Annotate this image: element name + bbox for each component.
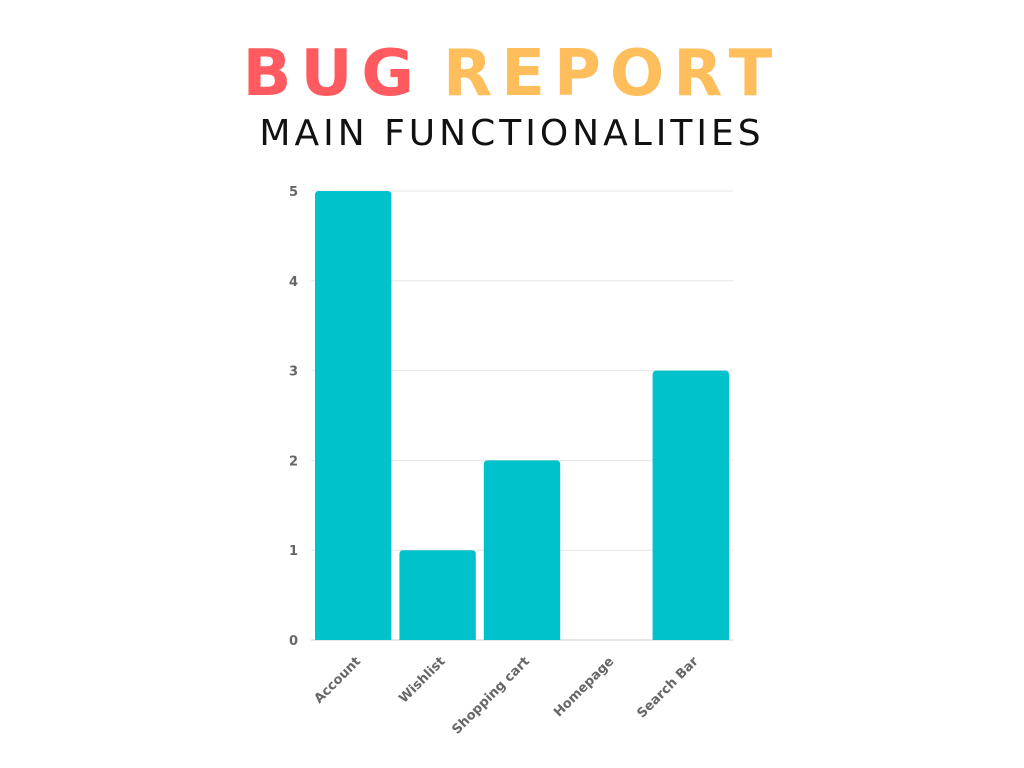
y-tick-label: 2 xyxy=(289,454,298,469)
y-tick-label: 1 xyxy=(289,544,298,559)
y-axis-ticks: 0 1 2 3 4 5 xyxy=(289,185,298,649)
y-tick-label: 0 xyxy=(289,634,298,649)
bar-account xyxy=(315,191,392,640)
x-category-label: Homepage xyxy=(551,654,617,720)
bar-shopping-cart xyxy=(483,460,561,640)
title-word-report: REPORT xyxy=(442,37,782,111)
bars xyxy=(315,191,729,640)
x-category-label: Shopping cart xyxy=(450,654,533,737)
y-tick-label: 5 xyxy=(289,185,298,200)
y-tick-label: 4 xyxy=(289,275,298,290)
x-category-label: Account xyxy=(312,654,364,706)
x-category-label: Wishlist xyxy=(396,654,448,706)
title-word-bug: BUG xyxy=(242,37,423,111)
bar-wishlist xyxy=(399,550,476,640)
chart-title: BUG REPORT xyxy=(0,36,1024,112)
y-tick-label: 3 xyxy=(289,365,298,380)
x-axis-labels: Account Wishlist Shopping cart Homepage Sear… xyxy=(312,654,702,738)
bar-search-bar xyxy=(652,370,729,640)
chart-subtitle: MAIN FUNCTIONALITIES xyxy=(259,113,765,154)
x-category-label: Search Bar xyxy=(634,654,702,722)
